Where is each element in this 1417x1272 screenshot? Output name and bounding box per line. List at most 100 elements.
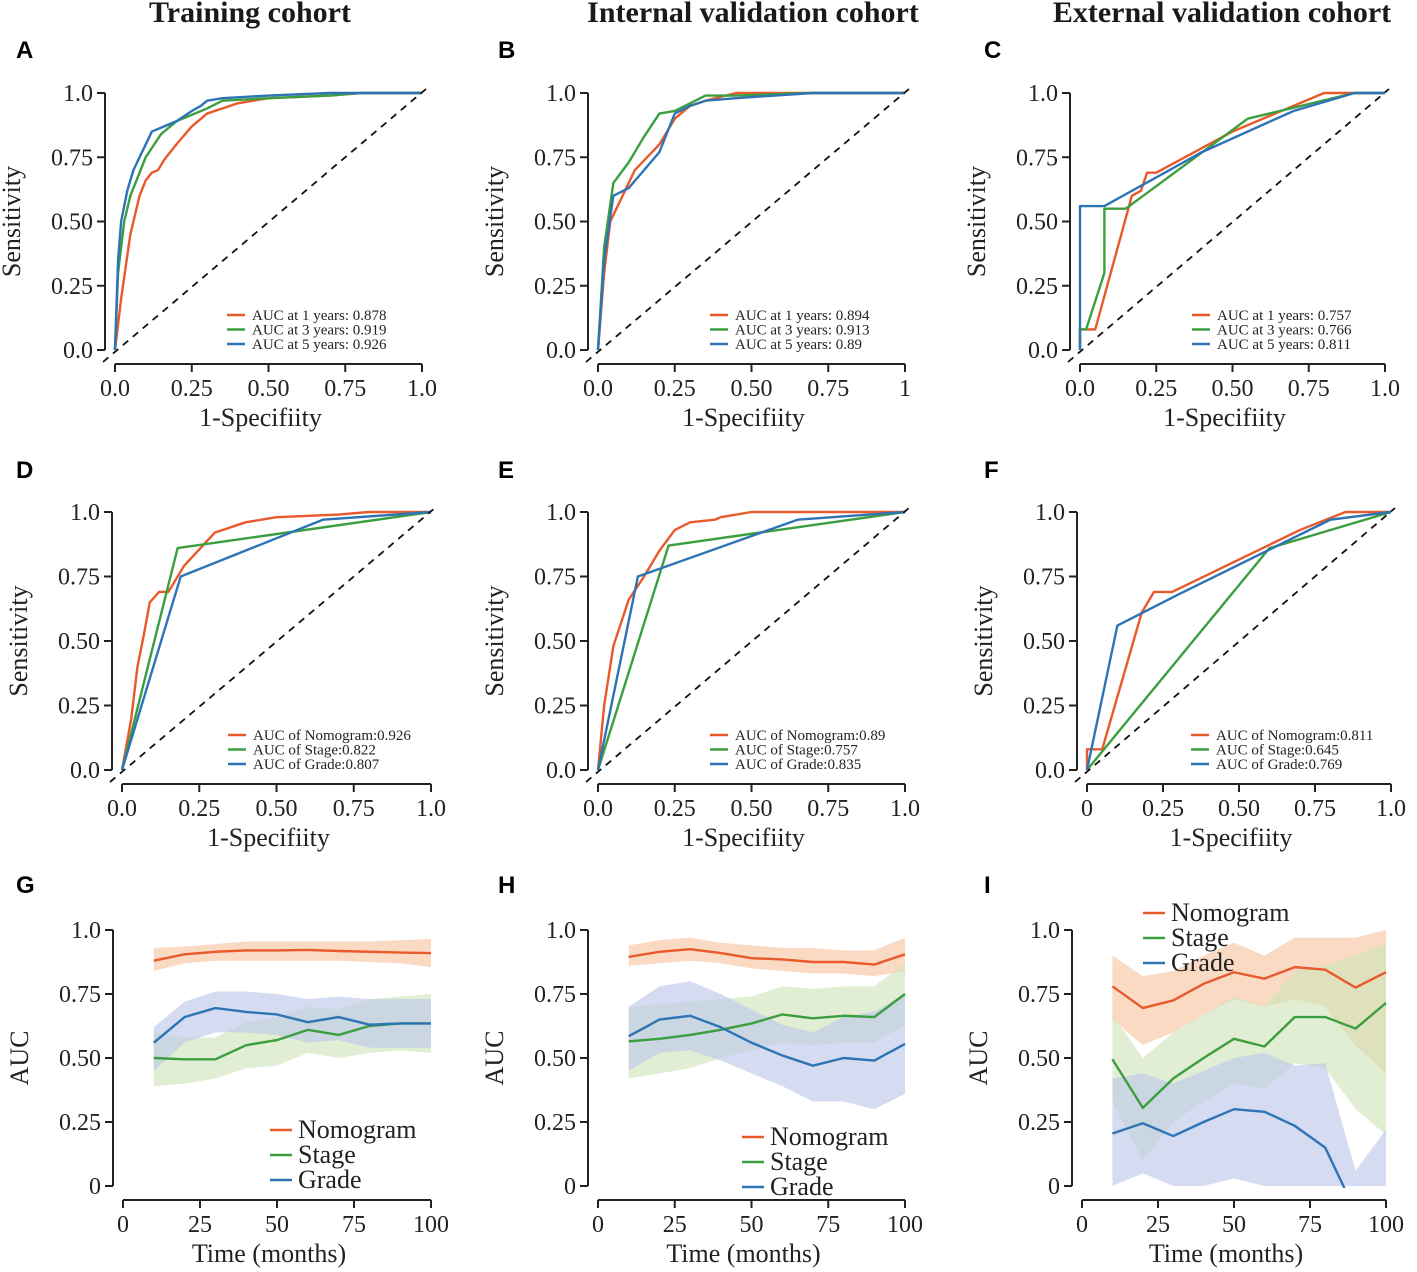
series-line-3 (153, 1006, 431, 1044)
y-tick-label: 0 (1048, 1174, 1060, 1200)
y-tick-label: 0.75 (58, 565, 100, 591)
y-tick-label: 1.0 (70, 500, 100, 526)
y-tick-label: 0.75 (51, 145, 93, 171)
y-tick-label: 1.0 (546, 918, 576, 944)
legend-label: Grade (298, 1165, 362, 1194)
y-tick-label: 0.50 (1016, 210, 1058, 236)
x-tick-label: 0.0 (100, 376, 130, 402)
x-tick-label: 0.0 (107, 796, 137, 822)
y-tick-label: 0.50 (1018, 1046, 1060, 1072)
series-line-2 (1078, 91, 1385, 350)
panel-a: A 0.0 0.25 0.50 0.75 1.0 0.0 0.25 0.50 0.75 1.0 1-S… (0, 37, 437, 432)
plot-area (153, 938, 432, 1087)
y-tick-label: 0.75 (534, 982, 576, 1008)
panel-letter: H (498, 872, 515, 899)
column-title-training: Training cohort (149, 0, 351, 29)
x-tick-label: 0.75 (1288, 376, 1330, 402)
x-tick-label: 75 (1298, 1212, 1322, 1238)
band-grade (1112, 1052, 1386, 1186)
series-line-3 (628, 1014, 906, 1067)
x-axis-label: Time (months) (192, 1239, 346, 1268)
legend-label: AUC at 3 years: 0.919 (252, 323, 387, 339)
legend-label: Nomogram (298, 1115, 416, 1144)
legend-label: Grade (1171, 948, 1235, 977)
legend-label: AUC of Stage:0.822 (253, 743, 376, 759)
plot-area (596, 510, 906, 771)
y-axis-label: AUC (480, 1031, 509, 1086)
legend-label: AUC of Stage:0.757 (735, 743, 858, 759)
y-tick-label: 1.0 (71, 918, 101, 944)
legend-label: Stage (770, 1147, 828, 1176)
y-tick-label: 0.75 (59, 982, 101, 1008)
x-tick-label: 0 (1081, 796, 1093, 822)
panel-g: G 0 0.25 0.50 0.75 1.0 0 25 50 75 100 Time (months)… (5, 872, 449, 1268)
panel-letter: D (16, 457, 33, 484)
x-tick-label: 100 (1368, 1212, 1404, 1238)
y-tick-label: 0.25 (51, 274, 93, 300)
series-line-3 (1078, 91, 1385, 350)
series-line-2 (120, 510, 432, 771)
x-tick-label: 0.0 (1065, 376, 1095, 402)
band-grade (153, 991, 432, 1071)
x-tick-label: 0.75 (324, 376, 366, 402)
y-tick-label: 1.0 (546, 81, 576, 107)
series-line-3 (596, 91, 905, 351)
panel-c: C 0.0 0.25 0.50 0.75 1.0 0.0 0.25 0.50 0.75 1.0 1-S… (962, 37, 1400, 432)
y-tick-label: 0.25 (534, 274, 576, 300)
series-line-2 (628, 993, 906, 1043)
y-axis-label: Sensitivity (0, 166, 26, 277)
x-tick-label: 1.0 (416, 796, 446, 822)
y-tick-label: 0 (564, 1174, 576, 1200)
x-tick-label: 75 (816, 1212, 840, 1238)
legend-label: AUC at 1 years: 0.757 (1217, 308, 1352, 324)
x-tick-label: 50 (740, 1212, 764, 1238)
plot-area (596, 91, 905, 351)
panel-b: B 0.0 0.25 0.50 0.75 1.0 0.0 0.25 0.50 0.75 1 1-Spe… (480, 37, 911, 432)
x-tick-label: 0.25 (1135, 376, 1177, 402)
y-tick-label: 1.0 (546, 500, 576, 526)
legend-label: AUC at 3 years: 0.913 (735, 323, 870, 339)
x-tick-label: 50 (1222, 1212, 1246, 1238)
plot-area (628, 937, 906, 1110)
panel-letter: E (498, 457, 514, 484)
series-line-3 (596, 510, 906, 771)
y-tick-label: 0.0 (1035, 758, 1065, 784)
y-tick-label: 0.75 (1016, 145, 1058, 171)
panel-e: E 0.0 0.25 0.50 0.75 1.0 0.0 0.25 0.50 0.75 1.0 1-S… (480, 457, 920, 852)
reference-diagonal (585, 88, 910, 363)
legend-label: AUC of Grade:0.769 (1216, 757, 1342, 773)
legend-label: AUC at 5 years: 0.811 (1217, 337, 1351, 353)
y-tick-label: 0.50 (58, 629, 100, 655)
x-axis-label: 1-Specifiity (682, 823, 805, 852)
x-axis-label: 1-Specifiity (199, 403, 322, 432)
series-line-1 (120, 510, 431, 771)
panel-h: H 0 0.25 0.50 0.75 1.0 0 25 50 75 100 Time (months)… (480, 872, 923, 1268)
legend-label: AUC of Grade:0.807 (253, 757, 380, 773)
series-line-1 (596, 510, 905, 771)
y-tick-label: 1.0 (1028, 81, 1058, 107)
x-tick-label: 0.50 (1212, 376, 1254, 402)
panel-letter: F (984, 457, 999, 484)
x-tick-label: 0.25 (1142, 796, 1184, 822)
y-axis-label: Sensitivity (4, 585, 33, 696)
x-tick-label: 0.75 (1294, 796, 1336, 822)
y-tick-label: 0.0 (1028, 338, 1058, 364)
plot-area (120, 510, 432, 771)
band-grade (628, 981, 905, 1110)
y-tick-label: 1.0 (1035, 500, 1065, 526)
y-tick-label: 0 (89, 1174, 101, 1200)
series-line-3 (1112, 1107, 1346, 1188)
y-axis-label: AUC (964, 1031, 993, 1086)
plot-area (1078, 91, 1385, 350)
y-tick-label: 0.50 (51, 210, 93, 236)
y-tick-label: 0.75 (534, 565, 576, 591)
y-tick-label: 1.0 (1030, 918, 1060, 944)
legend-label: AUC at 3 years: 0.766 (1217, 323, 1352, 339)
x-axis-label: 1-Specifiity (1163, 403, 1286, 432)
x-tick-label: 25 (1146, 1212, 1170, 1238)
x-tick-label: 0 (592, 1212, 604, 1238)
legend-label: AUC of Grade:0.835 (735, 757, 861, 773)
x-tick-label: 0.50 (731, 796, 773, 822)
x-tick-label: 0 (117, 1212, 129, 1238)
x-tick-label: 0.75 (807, 796, 849, 822)
